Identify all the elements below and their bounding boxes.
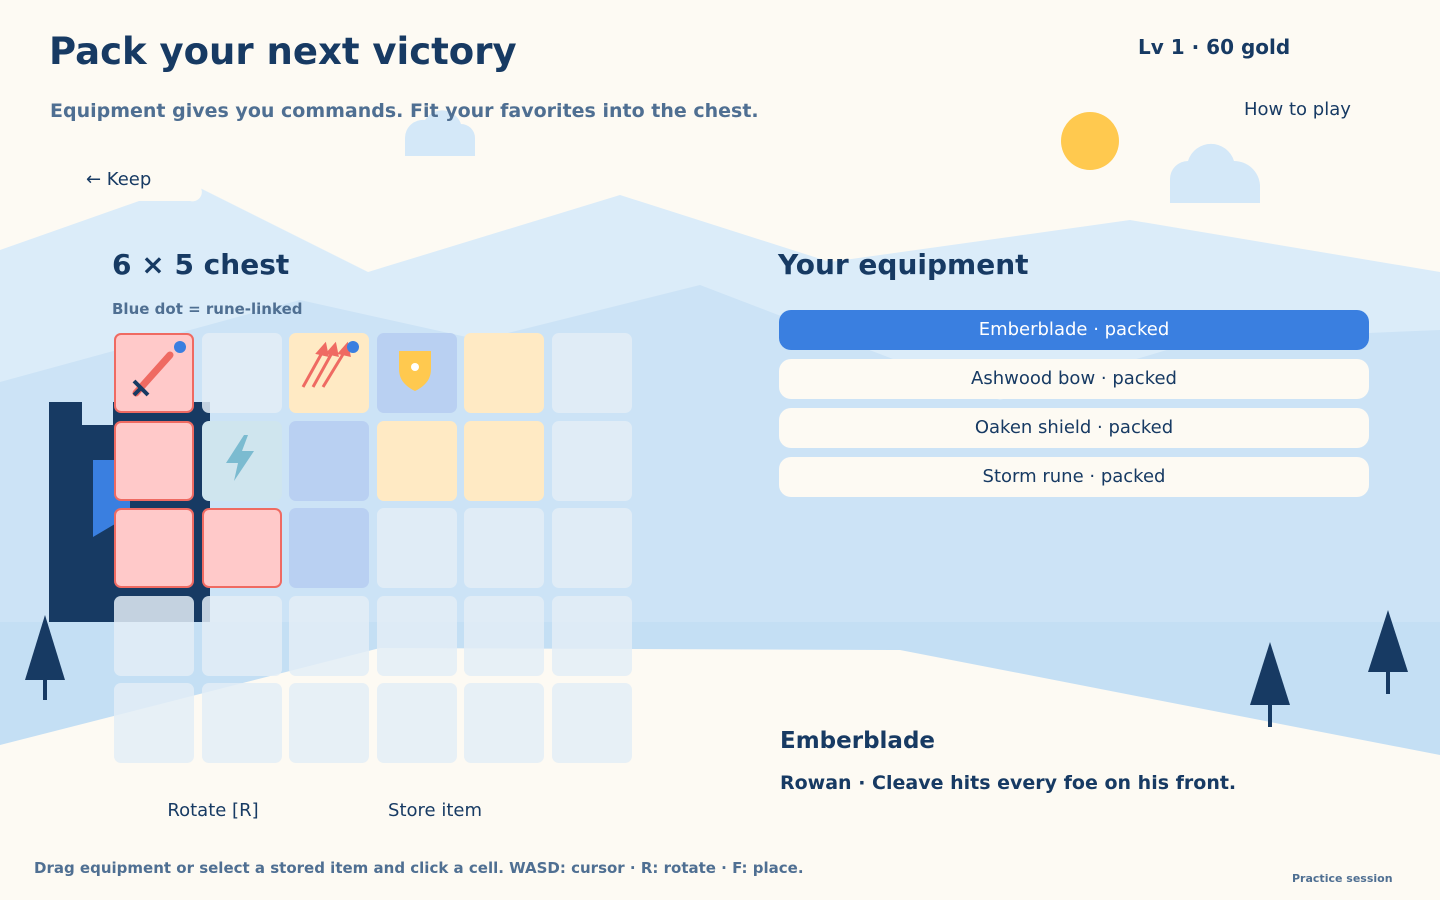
item-icon — [301, 341, 359, 388]
chest-cell[interactable] — [376, 420, 457, 501]
help-button[interactable]: How to play — [1244, 99, 1351, 120]
chest-cell[interactable] — [201, 595, 282, 676]
equipment-item[interactable]: Emberblade · packed — [779, 310, 1369, 350]
chest-cell[interactable] — [114, 595, 194, 676]
session-label: Practice session — [1292, 872, 1393, 885]
chest-cell[interactable] — [289, 595, 369, 676]
equipment-item[interactable]: Oaken shield · packed — [779, 408, 1369, 448]
chest-cell[interactable] — [464, 683, 544, 763]
item-icon — [132, 341, 186, 397]
detail-text: Rowan · Cleave hits every foe on his fro… — [780, 772, 1237, 794]
chest-cell[interactable] — [376, 333, 457, 413]
chest-cell[interactable] — [114, 333, 194, 413]
store-button[interactable]: Store item — [388, 800, 482, 821]
rotate-button[interactable]: Rotate [R] — [167, 800, 259, 821]
chest-cell[interactable] — [114, 420, 194, 501]
equipment-title: Your equipment — [778, 248, 1029, 281]
chest-cell[interactable] — [464, 420, 544, 501]
chest-cell[interactable] — [464, 333, 544, 413]
title: Pack your next victory — [49, 30, 517, 73]
equipment-item[interactable]: Ashwood bow · packed — [779, 359, 1369, 399]
chest-cell[interactable] — [376, 595, 457, 676]
back-button[interactable]: ← Keep — [86, 169, 152, 190]
status: Lv 1 · 60 gold — [1138, 35, 1291, 59]
chest-cell[interactable] — [551, 420, 632, 501]
chest-cell[interactable] — [551, 333, 632, 413]
chest-cell[interactable] — [551, 683, 632, 763]
chest-cell[interactable] — [289, 683, 369, 763]
chest-cell[interactable] — [376, 508, 457, 588]
chest-cell[interactable] — [551, 595, 632, 676]
chest-cell[interactable] — [464, 508, 544, 588]
chest-title: 6 × 5 chest — [112, 248, 290, 281]
chest-cell[interactable] — [464, 595, 544, 676]
item-icon — [398, 351, 431, 391]
chest-cell[interactable] — [376, 683, 457, 763]
chest-cell[interactable] — [114, 683, 194, 763]
detail-name: Emberblade — [780, 728, 936, 754]
chest-cell[interactable] — [551, 508, 632, 588]
chest-cell[interactable] — [289, 420, 369, 501]
item-icon — [225, 434, 254, 481]
chest-cell[interactable] — [201, 683, 282, 763]
chest-cell[interactable] — [201, 420, 282, 501]
equipment-item[interactable]: Storm rune · packed — [779, 457, 1369, 497]
chest-cell[interactable] — [114, 508, 194, 588]
footer-hint: Drag equipment or select a stored item a… — [34, 859, 804, 877]
subtitle: Equipment gives you commands. Fit your f… — [50, 100, 759, 122]
chest-cell[interactable] — [201, 333, 282, 413]
chest-cell[interactable] — [289, 508, 369, 588]
chest-cell[interactable] — [201, 508, 282, 588]
chest-hint: Blue dot = rune-linked — [112, 300, 303, 318]
chest-cell[interactable] — [289, 333, 369, 413]
